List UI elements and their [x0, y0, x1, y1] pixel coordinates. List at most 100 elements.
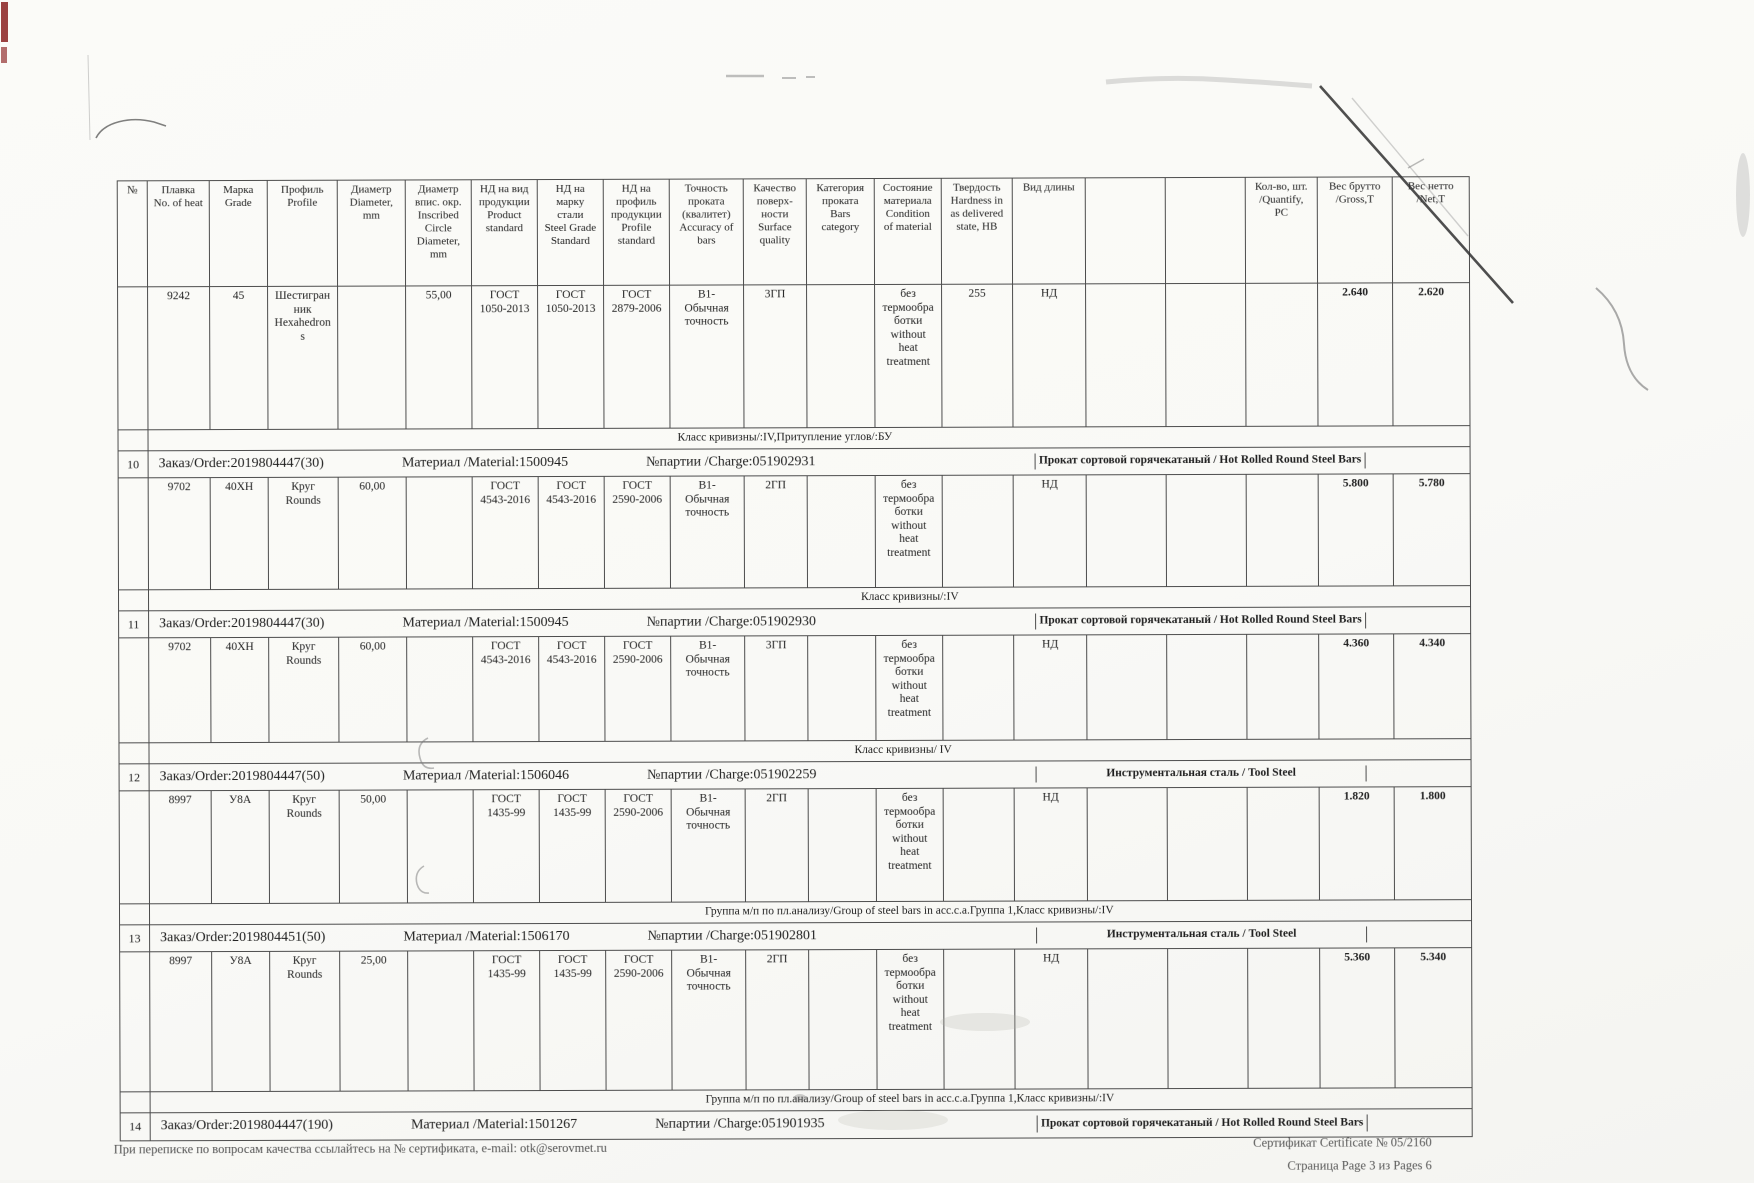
column-header-grade: Марка Grade	[209, 180, 268, 287]
cell-hardness	[942, 635, 1014, 741]
cell-quantity	[1247, 787, 1320, 901]
cell-bars-category	[807, 475, 876, 588]
order-order-no: Заказ/Order:2019804451(50)	[160, 929, 326, 945]
order-row-spacer	[1366, 612, 1470, 629]
cell-net-weight: 5.340	[1394, 947, 1473, 1088]
cell-grade: 40ХН	[210, 477, 269, 590]
column-header-heat-no: Плавка No. of heat	[147, 180, 210, 287]
cell-net-weight: 1.800	[1394, 786, 1472, 900]
order-charge: №партии /Charge:051902931	[646, 453, 816, 470]
order-order-no: Заказ/Order:2019804447(50)	[159, 768, 325, 784]
order-row: 10 Заказ/Order:2019804447(30) Материал /Ma…	[118, 446, 1471, 478]
cell-net-weight: 5.780	[1393, 473, 1471, 586]
cell-no	[117, 286, 148, 430]
cell-product-standard: ГОСТ 4543-2016	[472, 636, 539, 742]
cell-no	[118, 742, 150, 764]
cell-net-weight: 4.340	[1393, 633, 1471, 739]
cell-product-standard: ГОСТ 4543-2016	[472, 476, 539, 589]
product-type: Инструментальная сталь / Tool Steel	[1036, 765, 1367, 783]
cell-bars-category	[808, 788, 877, 902]
cell-no	[118, 637, 149, 743]
column-header-net-weight: Вес нетто /Net,T	[1392, 176, 1470, 283]
column-header-diameter: Диаметр Diameter, mm	[337, 179, 406, 287]
cell-diameter	[337, 285, 406, 430]
cell-material-condition: без термообра ботки without heat treatme…	[875, 635, 943, 741]
footer-certificate-info: Сертификат Certificate № 05/2160 Страниц…	[1182, 1131, 1432, 1177]
order-row-number: 10	[118, 450, 149, 478]
cell-steel-grade-standard: ГОСТ 4543-2016	[538, 476, 605, 589]
cell-inscribed-diameter	[407, 789, 474, 903]
cell-diameter: 25,00	[339, 950, 409, 1092]
cell-inscribed-diameter: 55,00	[405, 285, 472, 429]
cell-extra-1	[1086, 634, 1167, 740]
order-info: Заказ/Order:2019804447(190) Материал /Mat…	[150, 1115, 1038, 1136]
column-header-surface-quality: Качество поверх- ности Surface quality	[743, 178, 807, 285]
cell-hardness: 255	[941, 284, 1013, 428]
cell-quantity	[1246, 474, 1319, 587]
order-row-content: Заказ/Order:2019804447(50) Материал /Mate…	[149, 759, 1472, 791]
cell-inscribed-diameter	[407, 950, 475, 1091]
cell-inscribed-diameter	[406, 476, 473, 589]
footer-note: При переписке по вопросам качества ссыла…	[113, 1140, 607, 1157]
cell-accuracy: В1- Обычная точность	[671, 788, 746, 903]
cell-grade: У8А	[211, 951, 271, 1092]
cell-heat-no: 8997	[149, 790, 212, 904]
order-material: Материал /Material:1501267	[410, 1117, 578, 1133]
order-material: Материал /Material:1506046	[402, 767, 570, 784]
cell-accuracy: В1- Обычная точность	[671, 949, 747, 1091]
cell-no	[118, 477, 149, 590]
product-type: Прокат сортовой горячекатаный / Hot Roll…	[1035, 452, 1366, 470]
cell-length-type: НД	[1014, 948, 1089, 1090]
order-material: Материал /Material:1500945	[402, 614, 569, 631]
column-header-length-type: Вид длины	[1012, 177, 1086, 285]
divider-text: Класс кривизны/:IV,Притупление углов/:БУ	[677, 430, 893, 444]
cell-extra-2	[1167, 948, 1249, 1089]
cell-inscribed-diameter	[406, 636, 473, 742]
cell-product-standard: ГОСТ 1435-99	[473, 950, 541, 1091]
cell-material-condition: без термообра ботки without heat treatme…	[875, 475, 943, 588]
column-header-quantity: Кол-во, шт. /Quantify, PC	[1245, 177, 1318, 284]
order-row-spacer	[1368, 1114, 1472, 1131]
cell-steel-grade-standard: ГОСТ 1435-99	[539, 789, 606, 903]
cell-grade: 45	[209, 286, 268, 430]
cell-quantity	[1246, 634, 1319, 740]
order-row-spacer	[1366, 452, 1470, 469]
order-order-no: Заказ/Order:2019804447(190)	[160, 1117, 334, 1134]
cell-product-standard: ГОСТ 1435-99	[473, 789, 540, 903]
column-header-profile-standard: НД на профиль продукции Profile standard	[603, 179, 670, 286]
header-row: № Плавка No. of heat Марка Grade Профиль Pr…	[117, 176, 1470, 287]
cell-gross-weight: 1.820	[1319, 786, 1395, 901]
cell-heat-no: 8997	[149, 951, 213, 1092]
cell-diameter: 50,00	[339, 789, 408, 904]
cell-product-standard: ГОСТ 1050-2013	[471, 285, 538, 429]
order-charge: №партии /Charge:051902930	[646, 613, 817, 630]
cell-no	[118, 589, 149, 611]
column-header-accuracy: Точность проката (квалитет) Accuracy of …	[669, 178, 744, 286]
divider-text: Класс кривизны/:IV	[861, 590, 959, 604]
order-material: Материал /Material:1506170	[403, 928, 570, 945]
cell-no	[120, 1091, 151, 1113]
order-row-number: 11	[118, 610, 149, 638]
cell-profile: Круг Rounds	[268, 477, 339, 590]
cell-extra-2	[1166, 474, 1247, 587]
table-row: 9702 40ХН Круг Rounds 60,00 ГОСТ 4543-2016 ГО…	[118, 473, 1471, 590]
column-header-steel-grade-standard: НД на марку стали Steel Grade Standard	[537, 179, 604, 286]
cell-no	[119, 790, 150, 904]
product-type: Прокат сортовой горячекатаный / Hot Roll…	[1036, 612, 1367, 630]
cell-length-type: НД	[1013, 474, 1087, 588]
column-header-extra-1	[1085, 177, 1166, 284]
cell-surface-quality: 3ГП	[743, 284, 807, 428]
divider-text: Группа м/п по пл.анализу/Group of steel …	[705, 1092, 1115, 1106]
cell-extra-2	[1165, 283, 1246, 427]
order-order-no: Заказ/Order:2019804447(30)	[159, 615, 325, 631]
order-row: 11 Заказ/Order:2019804447(30) Материал /Ma…	[118, 606, 1471, 638]
certificate-table: № Плавка No. of heat Марка Grade Профиль Pr…	[117, 176, 1473, 1141]
table-row: 9702 40ХН Круг Rounds 60,00 ГОСТ 4543-2016 ГО…	[118, 633, 1471, 743]
cell-profile-standard: ГОСТ 2590-2006	[605, 950, 673, 1091]
cell-grade: 40ХН	[210, 637, 269, 743]
cell-extra-1	[1086, 474, 1167, 587]
cell-diameter: 60,00	[338, 636, 407, 743]
cell-hardness	[942, 475, 1014, 588]
table-row: 8997 У8А Круг Rounds 50,00 ГОСТ 1435-99 ГОСТ …	[119, 786, 1472, 904]
cell-extra-1	[1087, 948, 1169, 1089]
